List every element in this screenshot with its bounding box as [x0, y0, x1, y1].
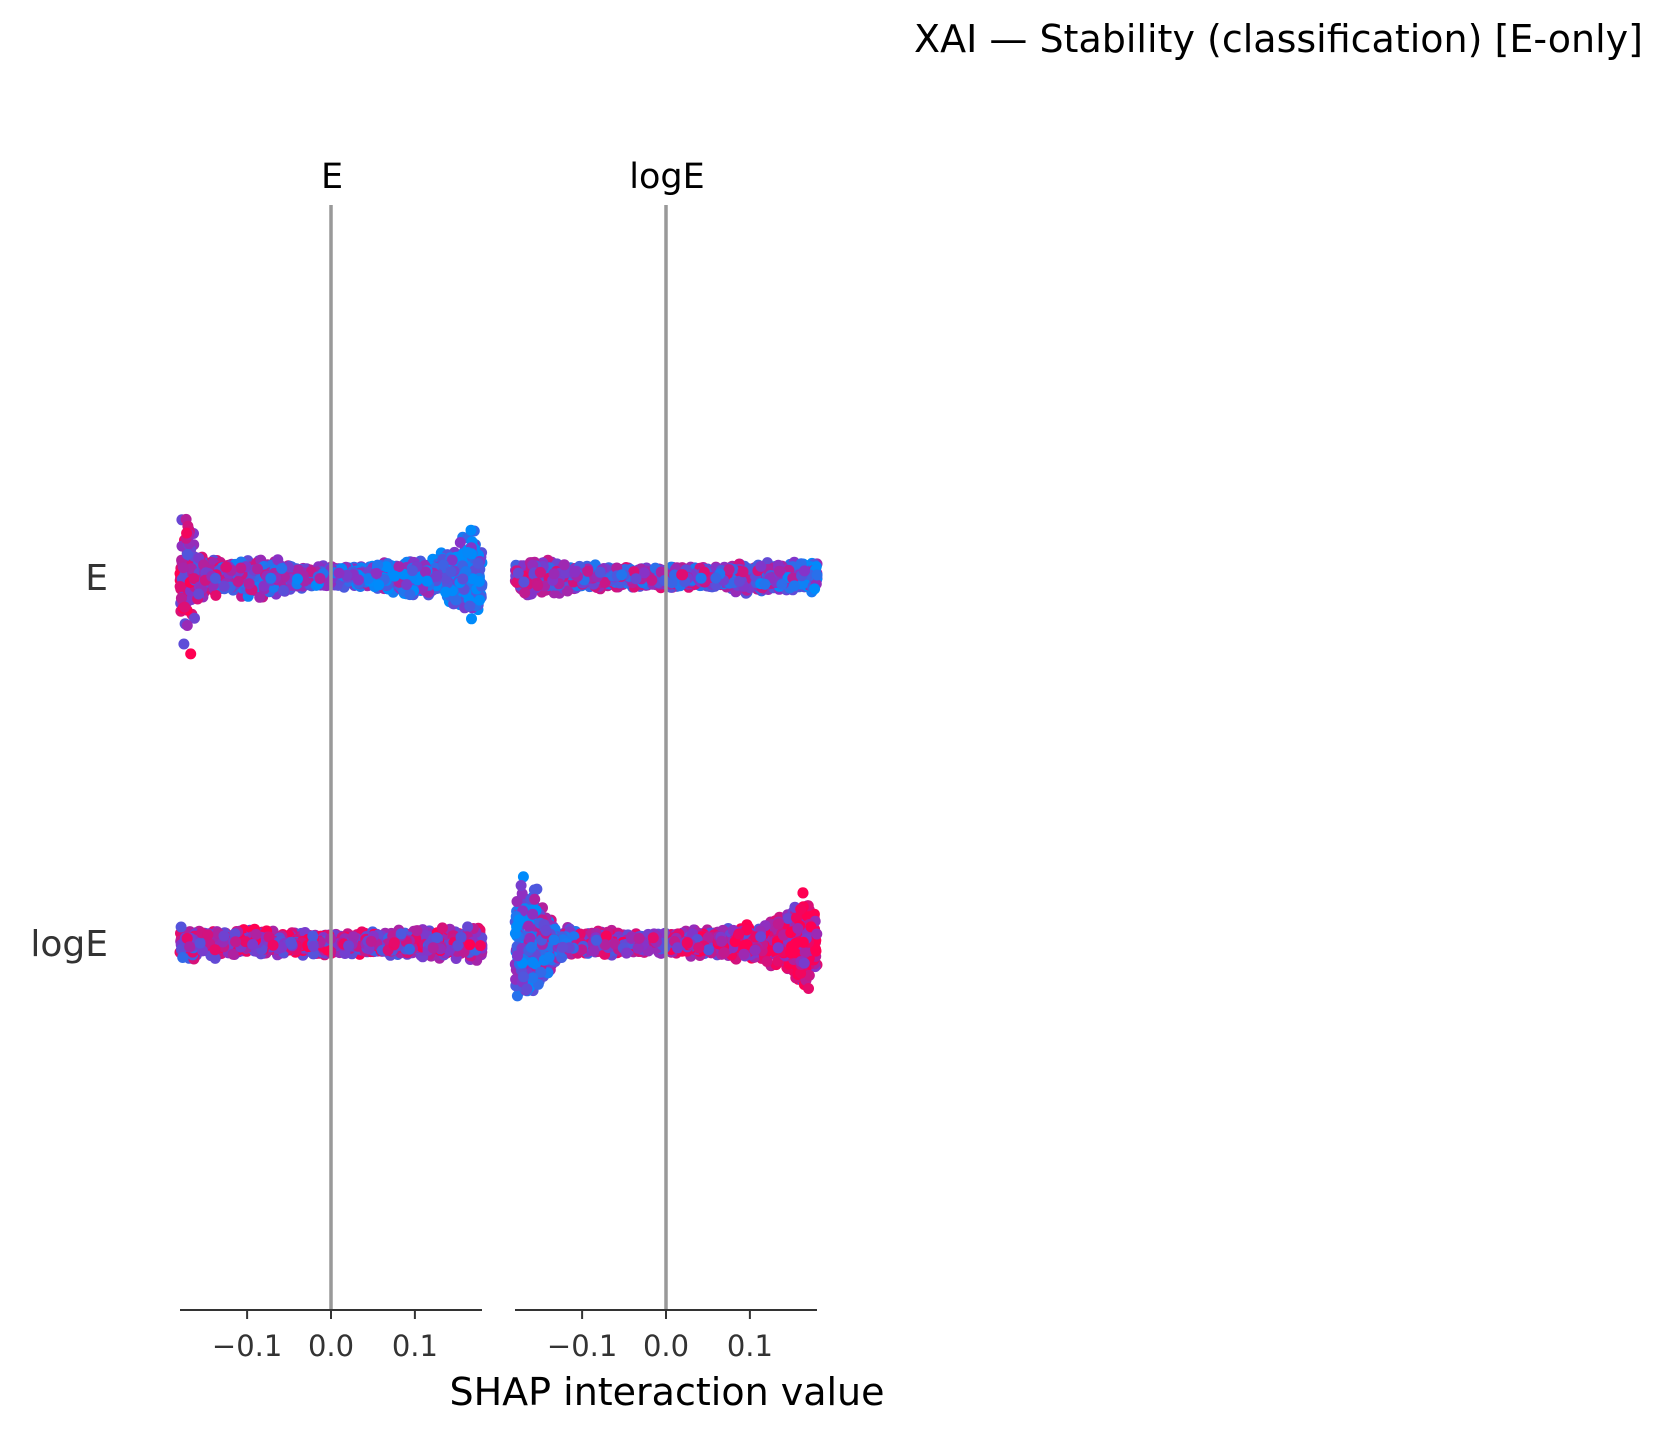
data-point	[677, 569, 689, 581]
data-point	[594, 566, 606, 578]
data-point	[272, 554, 284, 566]
data-point	[189, 612, 200, 624]
data-point	[185, 648, 197, 660]
data-point	[221, 561, 232, 573]
data-point	[179, 601, 191, 613]
data-point	[558, 559, 570, 571]
column-title-e: E	[321, 157, 343, 197]
data-point	[210, 589, 222, 601]
data-point	[353, 574, 364, 586]
data-point	[462, 547, 474, 558]
data-point	[755, 560, 767, 572]
data-point	[362, 573, 374, 585]
data-point	[788, 580, 800, 592]
data-point	[474, 594, 486, 606]
data-point	[177, 562, 189, 574]
data-point	[181, 620, 193, 631]
data-point	[737, 566, 749, 578]
data-point	[252, 563, 263, 575]
data-point	[373, 579, 385, 591]
data-point	[178, 638, 190, 650]
row-label-e: E	[85, 558, 108, 599]
data-point	[243, 578, 255, 590]
data-point	[532, 580, 544, 591]
data-point	[276, 563, 288, 574]
data-point	[404, 589, 416, 601]
data-point	[759, 578, 771, 590]
data-point	[440, 586, 452, 598]
data-point	[175, 592, 187, 604]
data-point	[372, 559, 384, 571]
data-point	[445, 566, 457, 578]
data-point	[437, 559, 449, 571]
data-point	[188, 573, 200, 585]
data-point	[811, 569, 823, 581]
data-point	[182, 549, 193, 560]
data-point	[232, 576, 244, 587]
data-point	[776, 578, 788, 590]
data-point	[389, 570, 401, 582]
data-point	[534, 566, 546, 578]
data-point	[380, 561, 392, 573]
scatter-points-layer	[174, 513, 823, 1002]
data-point	[466, 613, 477, 625]
panel-e-e	[174, 513, 488, 660]
data-point	[333, 567, 345, 579]
data-point	[278, 585, 289, 596]
chart-title: XAI — Stability (classification) [E-only…	[914, 17, 1643, 61]
data-point	[695, 572, 707, 584]
data-point	[446, 554, 458, 566]
data-point	[472, 557, 484, 569]
data-point	[616, 569, 628, 581]
data-point	[314, 573, 326, 584]
data-point	[420, 566, 431, 578]
data-point	[454, 537, 466, 548]
data-point	[799, 565, 810, 577]
data-point	[734, 575, 745, 587]
data-point	[265, 572, 277, 584]
data-point	[464, 600, 476, 612]
data-point	[401, 579, 413, 591]
data-point	[548, 568, 560, 580]
data-point	[582, 565, 594, 577]
data-point	[630, 573, 642, 585]
data-point	[209, 572, 221, 584]
data-point	[569, 566, 581, 578]
data-point	[774, 565, 785, 577]
data-point	[710, 572, 722, 584]
row-label-loge: logE	[30, 924, 108, 965]
data-point	[292, 573, 303, 585]
data-point	[809, 583, 821, 595]
data-point	[431, 570, 443, 582]
data-point	[174, 581, 186, 592]
data-point	[407, 565, 418, 577]
data-point	[457, 573, 469, 585]
data-point	[371, 568, 382, 579]
data-point	[235, 562, 247, 574]
data-point	[193, 588, 205, 600]
data-point	[465, 524, 477, 536]
column-title-loge: logE	[629, 157, 704, 197]
data-point	[421, 575, 433, 587]
data-point	[473, 576, 485, 587]
panel-e-loge	[509, 554, 823, 601]
data-point	[519, 587, 531, 599]
data-point	[181, 527, 193, 539]
data-point	[518, 576, 530, 588]
data-point	[393, 561, 405, 573]
data-point	[254, 591, 266, 603]
data-point	[218, 580, 230, 592]
